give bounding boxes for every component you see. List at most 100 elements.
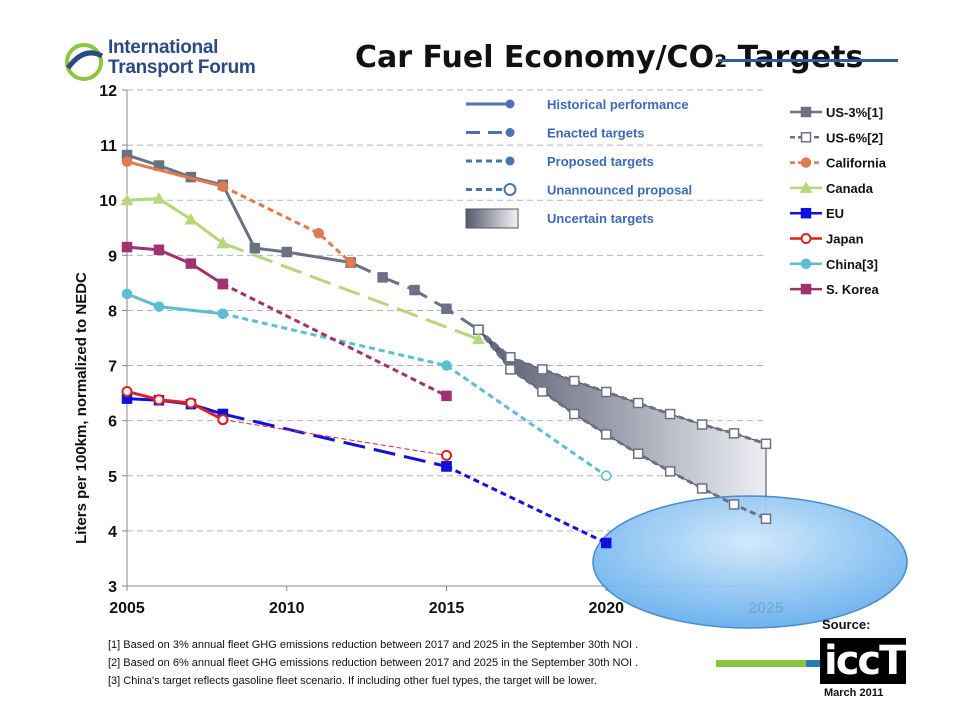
style-legend-item: Unannounced proposal: [466, 183, 692, 198]
data-point: [152, 192, 166, 204]
y-axis-label: Liters per 100km, normalized to NEDC: [73, 272, 90, 544]
legend-item: S. Korea: [790, 282, 880, 297]
data-point: [664, 408, 676, 420]
data-point: [441, 461, 452, 472]
data-point: [153, 244, 165, 256]
itf-globe-icon: [65, 43, 104, 81]
series-line: [222, 241, 479, 341]
data-point: [121, 241, 133, 253]
series-line: [477, 328, 767, 521]
footnote-1: [1] Based on 3% annual fleet GHG emissio…: [108, 639, 639, 651]
style-legend-label: Historical performance: [547, 97, 689, 112]
series-line: [477, 328, 767, 446]
series-line: [126, 390, 224, 421]
x-tick-label: 2020: [588, 600, 624, 617]
series-line: [222, 185, 352, 264]
style-swatch-marker: [505, 99, 515, 109]
series-line: [222, 419, 447, 456]
chart-title: Car Fuel Economy/CO₂ Targets: [355, 40, 864, 75]
data-point: [217, 414, 229, 426]
style-legend-label: Unannounced proposal: [547, 183, 692, 198]
y-tick-label: 5: [108, 469, 117, 486]
series-line: [222, 412, 447, 468]
data-point: [216, 236, 230, 249]
data-point: [505, 364, 516, 375]
series-line: [126, 160, 224, 188]
legend-label: Canada: [826, 181, 874, 196]
legend-swatch-marker: [800, 157, 812, 168]
data-point: [249, 242, 261, 254]
data-point: [217, 278, 229, 290]
footnote-2: [2] Based on 6% annual fleet GHG emissio…: [108, 657, 639, 669]
style-legend-item: Historical performance: [466, 97, 689, 112]
style-swatch-marker: [505, 128, 515, 137]
style-legend-item: Uncertain targets: [465, 208, 654, 229]
style-legend-label: Proposed targets: [547, 154, 654, 169]
legend-label: EU: [826, 206, 844, 221]
y-tick-label: 3: [108, 579, 117, 596]
data-point: [121, 156, 133, 167]
series-s-korea: [121, 241, 452, 402]
legend-label: US-3%[1]: [826, 105, 883, 120]
y-tick-label: 7: [108, 359, 117, 376]
series-line: [126, 245, 224, 286]
data-point: [537, 386, 548, 397]
x-tick-label: 2005: [109, 600, 145, 617]
style-legend-item: Proposed targets: [466, 154, 654, 169]
style-swatch-marker: [505, 156, 515, 166]
uncertain-target-band: [478, 329, 767, 520]
series-eu: [121, 393, 612, 549]
data-point: [760, 513, 772, 525]
data-point: [601, 429, 612, 440]
series-line: [445, 465, 607, 545]
y-tick-label: 9: [108, 248, 117, 265]
data-point: [601, 386, 612, 398]
series-japan: [121, 385, 452, 461]
data-point: [281, 246, 292, 258]
icct-logo: iccT: [820, 638, 906, 684]
data-point: [441, 390, 452, 402]
legend-swatch-marker: [800, 106, 812, 118]
data-point: [345, 257, 356, 268]
data-point: [153, 394, 165, 406]
style-legend-label: Uncertain targets: [547, 211, 654, 226]
series-california: [121, 156, 356, 268]
style-legend-label: Enacted targets: [547, 126, 645, 141]
data-point: [601, 537, 612, 549]
data-point: [185, 397, 197, 409]
footer-green-bar: [716, 660, 806, 667]
data-point: [472, 332, 485, 345]
series-line: [222, 282, 448, 398]
data-point: [121, 288, 133, 300]
legend-swatch-marker: [799, 181, 813, 193]
data-point: [184, 212, 198, 225]
style-legend: Historical performance Enacted targets Pro…: [465, 97, 692, 229]
itf-logo-text: International Transport Forum: [108, 37, 256, 78]
legend-label: S. Korea: [826, 282, 880, 297]
highlight-ellipse: [592, 495, 908, 629]
legend-label: California: [826, 156, 887, 171]
x-tick-label: 2010: [269, 600, 305, 617]
footer-blue-bar: [806, 660, 820, 667]
data-point: [569, 375, 580, 387]
legend-item: EU: [790, 206, 844, 221]
data-point: [441, 303, 452, 315]
data-point: [632, 397, 644, 409]
y-tick-label: 12: [99, 83, 117, 100]
legend-item: US-6%[2]: [790, 130, 883, 145]
data-point: [696, 419, 708, 430]
data-point: [537, 364, 548, 375]
footnote-3: [3] China's target reflects gasoline fle…: [108, 675, 597, 687]
legend-label: Japan: [826, 232, 864, 247]
data-point: [217, 308, 229, 320]
style-swatch-marker: [503, 183, 517, 196]
x-tick-label: 2015: [429, 600, 465, 617]
legend-swatch-marker: [800, 258, 812, 270]
source-label: Source:: [822, 617, 871, 632]
data-point: [217, 181, 229, 192]
data-point: [728, 428, 740, 439]
data-point: [696, 483, 708, 494]
legend-swatch-marker: [800, 132, 812, 143]
legend-swatch-marker: [800, 207, 812, 219]
